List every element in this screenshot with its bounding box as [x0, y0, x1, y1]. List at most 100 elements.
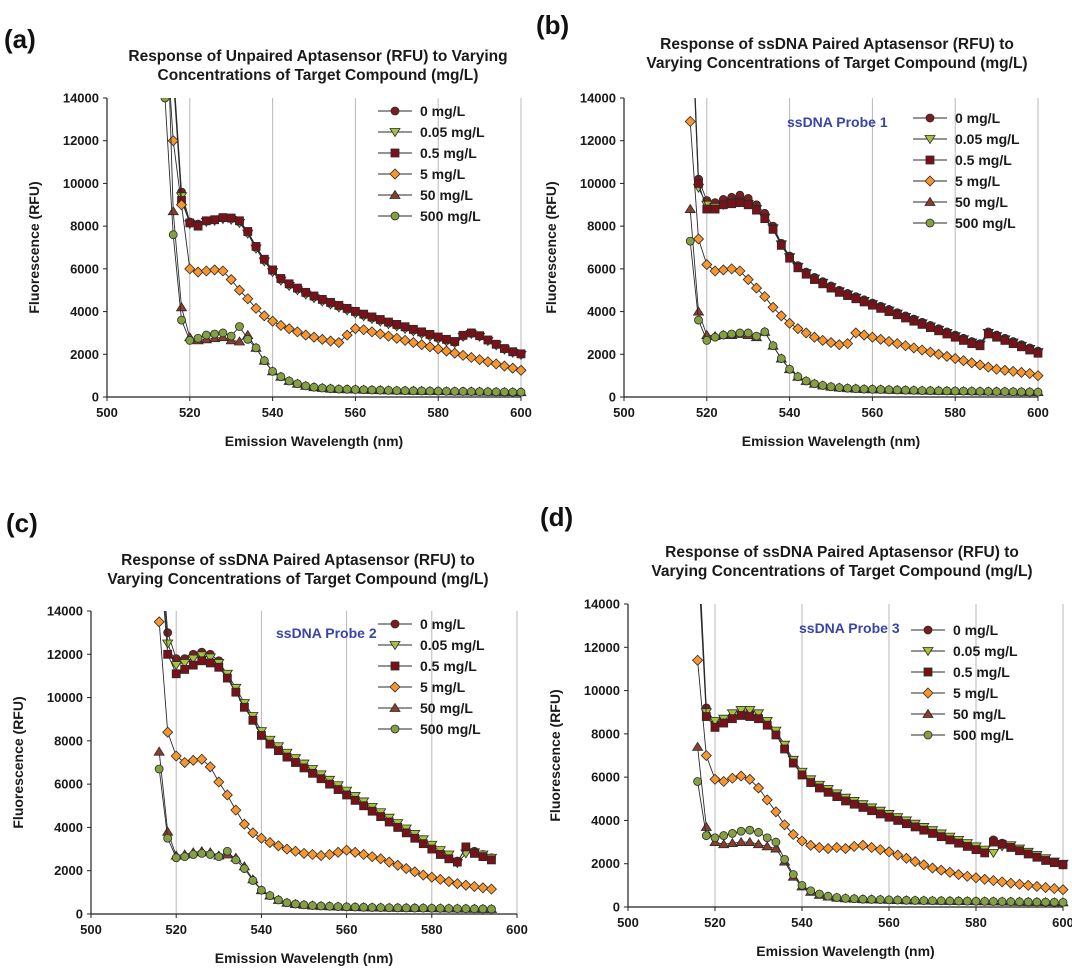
data-point — [893, 816, 903, 825]
y-tick-label: 6000 — [587, 261, 616, 276]
data-point — [325, 779, 334, 789]
data-point — [205, 658, 215, 668]
data-point — [222, 846, 232, 856]
data-point — [349, 846, 361, 858]
data-point — [247, 827, 259, 839]
chart-title-line: Varying Concentrations of Target Compoun… — [646, 55, 1027, 72]
x-tick-label: 560 — [345, 405, 367, 420]
x-tick-label: 500 — [80, 922, 102, 937]
legend-entry: 0 mg/L — [378, 616, 466, 632]
data-point — [859, 384, 869, 394]
chart-title-line: Response of ssDNA Paired Aptasensor (RFU… — [660, 36, 1014, 53]
legend-label: 500 mg/L — [953, 727, 1014, 743]
probe-annotation: ssDNA Probe 3 — [799, 620, 900, 636]
series-6 — [160, 98, 526, 397]
data-point — [808, 331, 821, 343]
data-point — [342, 384, 352, 394]
x-tick-label: 580 — [427, 405, 449, 420]
legend-entry: 0 mg/L — [913, 110, 1001, 126]
legend-label: 5 mg/L — [420, 166, 466, 182]
data-point — [684, 115, 696, 128]
data-point — [458, 330, 468, 340]
data-point — [243, 334, 253, 344]
data-point — [214, 662, 224, 672]
data-point — [376, 812, 386, 822]
data-point — [857, 839, 869, 851]
data-point — [1033, 387, 1043, 397]
data-point — [728, 714, 737, 724]
data-point — [875, 333, 887, 345]
series-line — [697, 746, 1064, 903]
data-point — [701, 712, 711, 721]
data-point — [700, 749, 712, 762]
legend-label: 0.05 mg/L — [955, 131, 1020, 147]
data-point — [214, 852, 224, 862]
legend-entry: 500 mg/L — [911, 727, 1014, 743]
data-point — [308, 901, 317, 910]
data-point — [483, 387, 493, 397]
data-point — [1008, 387, 1018, 397]
data-point — [891, 338, 903, 350]
data-point — [975, 341, 985, 351]
data-point — [375, 853, 387, 865]
data-point — [163, 628, 173, 638]
data-point — [461, 842, 471, 852]
data-point — [780, 744, 789, 754]
legend-entry: 0 mg/L — [378, 103, 466, 119]
data-point — [482, 356, 494, 368]
data-point — [959, 386, 968, 396]
data-point — [272, 840, 285, 852]
data-point — [919, 896, 929, 906]
legend-entry: 500 mg/L — [378, 721, 481, 737]
legend-marker — [925, 218, 935, 228]
data-point — [884, 385, 894, 395]
data-point — [776, 240, 786, 250]
data-point — [692, 654, 704, 666]
data-point — [349, 323, 361, 335]
data-point — [823, 891, 833, 901]
x-tick-label: 560 — [336, 922, 358, 937]
data-point — [983, 387, 993, 396]
data-point — [384, 385, 393, 395]
data-point — [945, 835, 955, 845]
x-tick-label: 540 — [251, 922, 273, 937]
data-point — [1041, 897, 1050, 907]
y-axis-label: Fluorescence (RFU) — [10, 696, 26, 828]
legend-label: 500 mg/L — [420, 208, 481, 224]
data-point — [858, 329, 870, 341]
data-point — [961, 870, 973, 882]
series-4 — [692, 654, 1069, 896]
data-point — [858, 803, 868, 812]
y-tick-label: 2000 — [587, 347, 616, 362]
data-point — [516, 387, 526, 397]
data-point — [282, 898, 292, 908]
data-point — [710, 722, 720, 732]
data-point — [410, 903, 420, 913]
data-point — [407, 336, 419, 349]
data-point — [996, 876, 1008, 888]
x-tick-label: 540 — [779, 405, 801, 420]
data-point — [233, 284, 246, 296]
data-point — [974, 359, 986, 371]
data-point — [831, 841, 843, 854]
data-point — [962, 896, 972, 906]
probe-annotation: ssDNA Probe 1 — [787, 114, 888, 130]
data-point — [276, 372, 286, 382]
data-point — [197, 849, 207, 858]
data-point — [771, 730, 781, 740]
data-point — [163, 649, 173, 659]
data-point — [465, 351, 477, 364]
data-point — [187, 654, 199, 664]
legend: 0 mg/L 0.05 mg/L 0.5 mg/L 5 mg/L 50 mg/L 500 … — [911, 622, 1018, 743]
data-point — [474, 354, 486, 366]
legend-marker — [389, 641, 401, 651]
legend-entry: 0.05 mg/L — [911, 643, 1018, 659]
data-point — [752, 838, 765, 849]
data-point — [1058, 897, 1068, 907]
data-point — [218, 213, 228, 223]
data-point — [299, 763, 309, 773]
data-point — [301, 381, 311, 391]
data-point — [317, 383, 327, 393]
data-point — [859, 297, 869, 307]
data-point — [399, 334, 411, 346]
